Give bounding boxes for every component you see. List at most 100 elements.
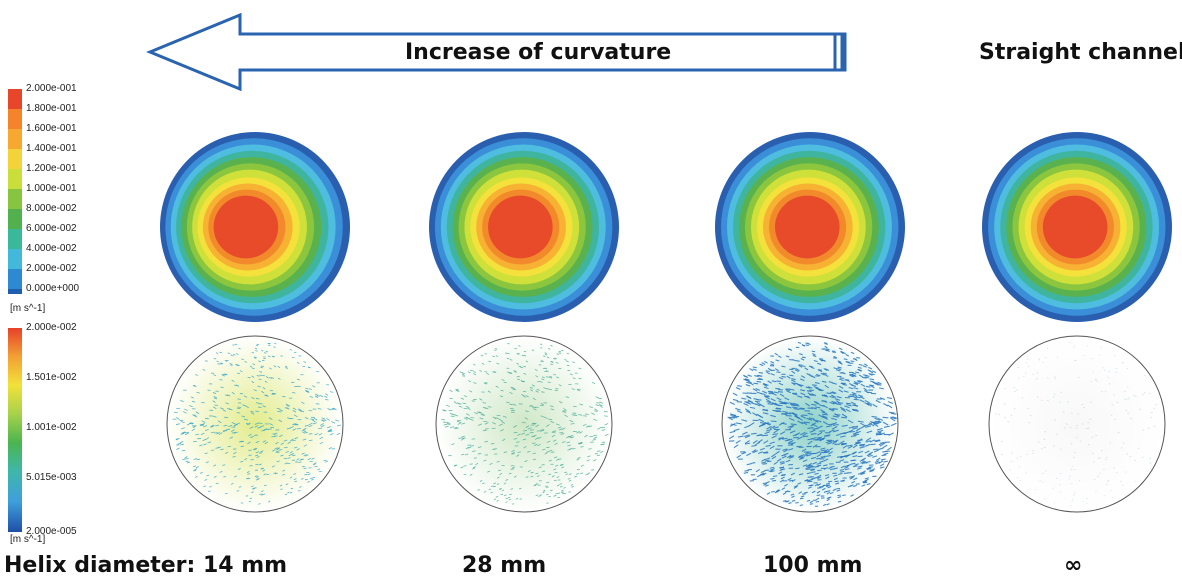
flow-vector	[875, 457, 881, 461]
flow-vector	[822, 413, 829, 416]
flow-vector	[828, 447, 833, 452]
flow-vector	[1001, 453, 1003, 456]
flow-vector	[830, 422, 837, 425]
flow-vector	[461, 422, 466, 425]
flow-vector	[735, 422, 742, 425]
flow-vector	[1028, 421, 1031, 424]
flow-vector	[866, 483, 871, 486]
flow-vector	[190, 396, 195, 399]
flow-vector	[236, 353, 239, 355]
flow-vector	[255, 451, 260, 454]
flow-vector	[504, 494, 507, 497]
flow-vector	[182, 431, 186, 434]
flow-vector	[768, 470, 774, 472]
flow-vector	[824, 434, 831, 437]
flow-vector	[579, 441, 583, 445]
flow-vector	[1021, 396, 1024, 399]
flow-vector	[444, 425, 449, 428]
flow-vector	[851, 391, 857, 395]
flow-vector	[206, 474, 210, 477]
flow-vector	[775, 450, 780, 455]
flow-vector	[192, 465, 197, 468]
flow-vector	[502, 438, 506, 442]
flow-vector	[770, 477, 775, 480]
flow-vector	[599, 401, 603, 404]
flow-vector	[251, 397, 255, 399]
flow-vector	[819, 358, 823, 362]
flow-vector	[824, 345, 828, 349]
flow-vector	[788, 417, 795, 421]
flow-vector	[770, 373, 775, 376]
flow-vector	[801, 448, 807, 452]
flow-vector	[234, 343, 238, 346]
flow-vector	[811, 393, 817, 397]
flow-vector	[851, 373, 856, 377]
flow-vector	[817, 369, 822, 371]
flow-vector	[201, 420, 206, 423]
flow-vector	[815, 497, 820, 501]
flow-vector	[750, 462, 756, 465]
flow-vector	[224, 373, 228, 376]
flow-vector	[849, 430, 856, 433]
flow-vector	[798, 364, 803, 368]
flow-vector	[842, 494, 846, 497]
flow-vector	[561, 441, 566, 444]
flow-vector	[549, 449, 553, 452]
flow-vector	[495, 417, 500, 420]
flow-vector	[283, 457, 288, 460]
flow-vector	[556, 476, 560, 479]
flow-vector	[807, 412, 814, 416]
flow-vector	[821, 411, 828, 415]
flow-vector	[827, 485, 832, 489]
flow-vector	[582, 423, 587, 427]
flow-vector	[261, 349, 264, 352]
colorbar-tick-label: 6.000e-002	[26, 223, 77, 234]
flow-vector	[265, 376, 269, 379]
flow-vector	[278, 419, 283, 423]
flow-vector	[180, 427, 185, 430]
flow-vector	[880, 458, 886, 461]
flow-vector	[272, 449, 276, 452]
flow-vector	[825, 440, 831, 444]
flow-vector	[838, 389, 844, 393]
flow-vector	[793, 402, 799, 406]
flow-vector	[848, 383, 854, 387]
flow-vector	[824, 373, 829, 378]
flow-vector	[797, 395, 803, 398]
flow-vector	[817, 362, 822, 366]
flow-vector	[879, 466, 885, 469]
flow-vector	[816, 425, 823, 429]
flow-vector	[749, 406, 756, 409]
flow-vector	[552, 439, 557, 442]
flow-vector	[765, 444, 771, 447]
flow-vector	[756, 433, 762, 437]
colorbar-tick-label: 1.501e-002	[26, 372, 77, 383]
flow-vector	[1056, 356, 1059, 358]
flow-vector	[860, 383, 866, 387]
velocity-colorbar: 2.000e-001 1.800e-001 1.600e-001 1.400e-001…	[8, 84, 178, 329]
flow-vector	[533, 408, 537, 411]
flow-vector	[746, 452, 752, 457]
flow-vector	[480, 354, 484, 357]
flow-vector	[298, 409, 302, 412]
colorbar-tick-label: 1.800e-001	[26, 103, 77, 114]
flow-vector	[805, 395, 811, 399]
colorbar-unit: [m s^-1]	[10, 534, 46, 545]
flow-vector	[269, 377, 273, 379]
flow-vector	[312, 422, 317, 425]
flow-vector	[821, 415, 828, 419]
velocity-contour-plot	[715, 132, 905, 322]
flow-vector	[196, 458, 200, 461]
flow-vector	[745, 408, 751, 413]
flow-vector	[450, 415, 455, 418]
flow-vector	[766, 425, 772, 430]
flow-vector	[578, 367, 582, 370]
flow-vector	[585, 425, 590, 428]
flow-vector	[249, 426, 254, 429]
flow-vector	[263, 352, 267, 354]
flow-vector	[757, 474, 762, 478]
flow-vector	[586, 459, 590, 462]
flow-vector	[245, 477, 249, 480]
flow-vector	[785, 459, 791, 463]
flow-vector	[199, 444, 203, 447]
